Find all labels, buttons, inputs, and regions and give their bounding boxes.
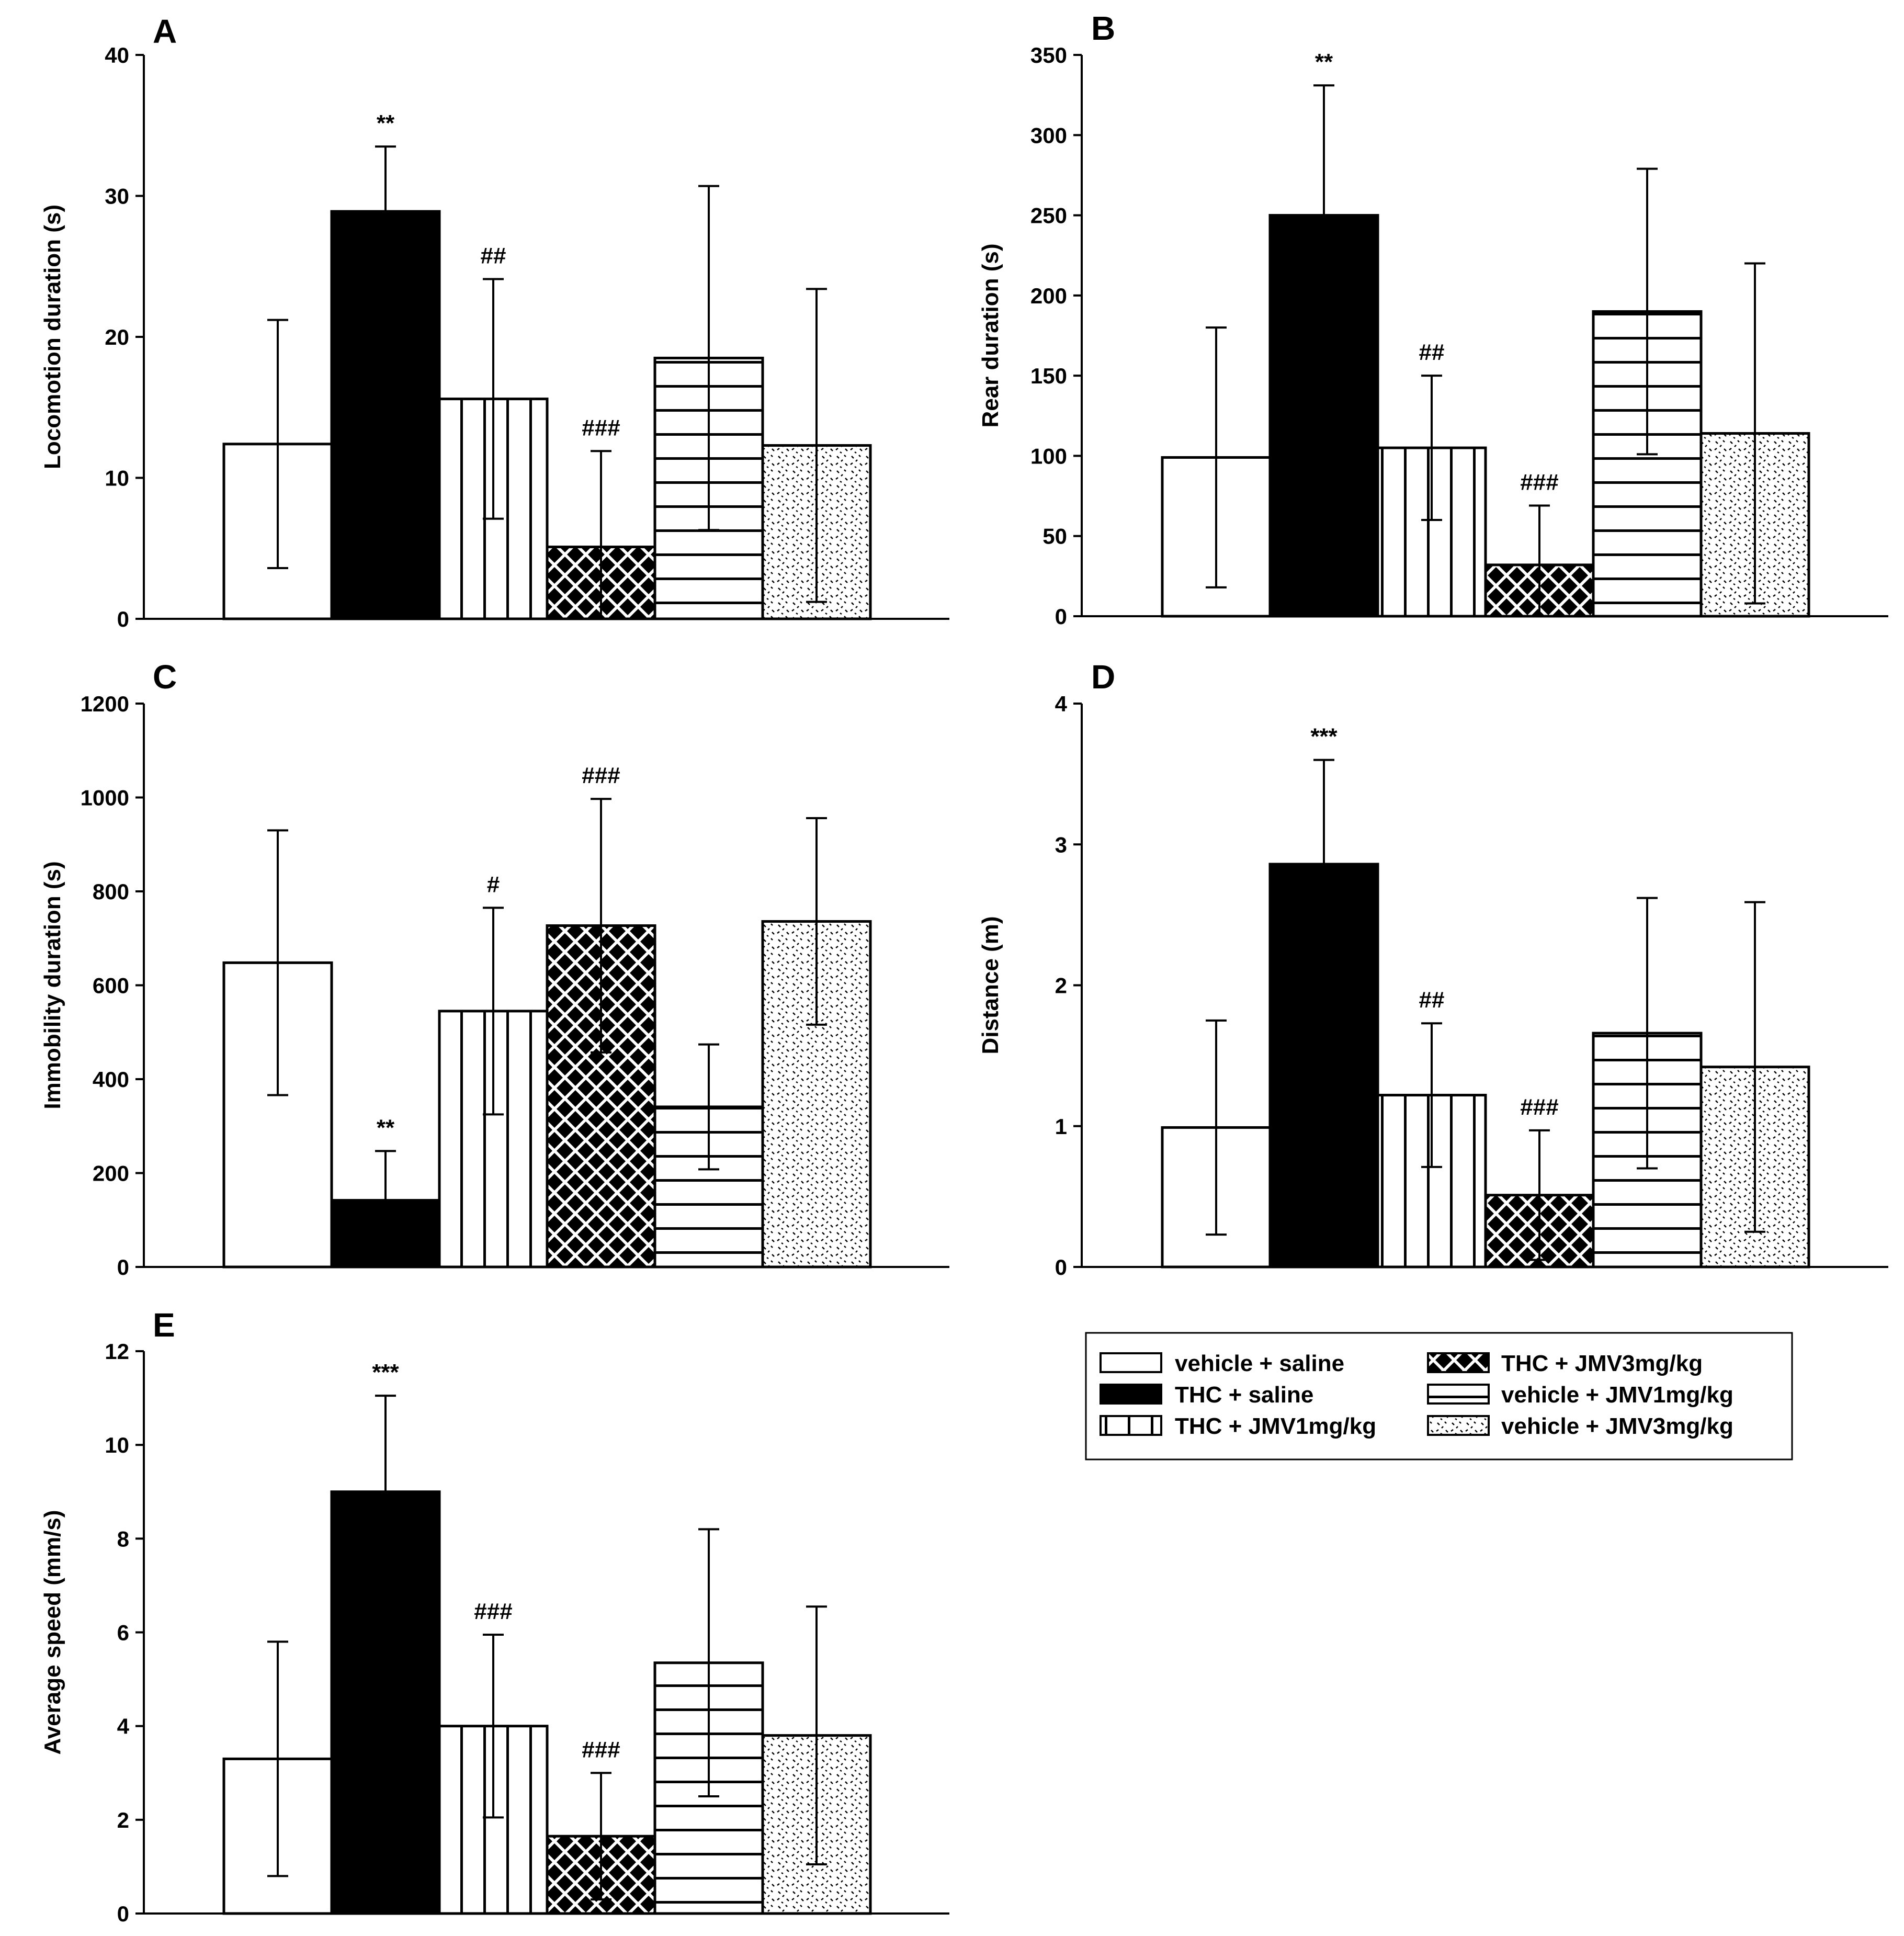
y-tick-label: 0 <box>1055 1255 1067 1280</box>
y-tick-label: 10 <box>105 466 129 491</box>
y-tick-label: 40 <box>105 43 129 67</box>
y-tick-label: 4 <box>117 1714 130 1739</box>
panel-letter: D <box>1091 658 1115 696</box>
legend-swatch <box>1427 1384 1490 1405</box>
y-tick-label: 0 <box>1055 604 1067 629</box>
y-tick-label: 150 <box>1030 364 1067 388</box>
panel-e: E 0 2 4 6 8 10 12 Average speed (mm/s) *** ### ### <box>40 1306 949 1926</box>
legend-swatch <box>1100 1384 1162 1405</box>
y-tick-label: 400 <box>93 1067 129 1092</box>
y-tick-label: 12 <box>105 1339 129 1364</box>
y-tick-label: 20 <box>105 325 129 349</box>
legend-label: vehicle + JMV3mg/kg <box>1501 1413 1733 1439</box>
y-tick-label: 0 <box>117 1255 129 1280</box>
y-tick-label: 1000 <box>81 786 129 810</box>
y-tick-label: 350 <box>1030 43 1067 67</box>
significance-label: ### <box>1520 1094 1558 1120</box>
panel-b: B 0 50 100 150 200 250 300 350 Rear duration (s)… <box>978 9 1888 629</box>
y-tick-label: 800 <box>93 879 129 904</box>
y-tick-label: 300 <box>1030 123 1067 148</box>
significance-label: *** <box>1310 724 1338 750</box>
y-tick-label: 0 <box>117 1901 129 1926</box>
significance-label: ** <box>377 1115 395 1140</box>
y-tick-label: 2 <box>1055 973 1067 998</box>
y-tick-label: 2 <box>117 1808 129 1832</box>
panel-c: C 0 200 400 600 800 1000 1200 Immobility durati… <box>40 658 949 1280</box>
y-tick-label: 1 <box>1055 1114 1067 1139</box>
legend-label: THC + saline <box>1175 1382 1313 1408</box>
significance-label: ** <box>1315 49 1333 75</box>
legend-swatch <box>1427 1352 1490 1373</box>
y-tick-label: 100 <box>1030 444 1067 468</box>
panel-letter: B <box>1091 9 1115 47</box>
y-tick-label: 200 <box>93 1161 129 1186</box>
y-tick-label: 200 <box>1030 284 1067 308</box>
y-tick-label: 1200 <box>81 692 129 716</box>
significance-label: ### <box>582 763 620 788</box>
significance-label: *** <box>372 1360 399 1385</box>
significance-label: ### <box>582 415 620 440</box>
y-axis-label: Average speed (mm/s) <box>40 1510 65 1755</box>
panel-letter: E <box>153 1306 175 1344</box>
y-tick-label: 3 <box>1055 832 1067 857</box>
y-tick-label: 8 <box>117 1526 129 1551</box>
legend-swatch <box>1100 1415 1162 1436</box>
y-tick-label: 30 <box>105 184 129 209</box>
legend-swatch <box>1100 1352 1162 1373</box>
legend-label: THC + JMV3mg/kg <box>1501 1351 1703 1376</box>
significance-label: ** <box>377 110 395 136</box>
y-axis-label: Immobility duration (s) <box>40 861 65 1109</box>
y-tick-label: 4 <box>1055 692 1068 716</box>
y-tick-label: 250 <box>1030 203 1067 228</box>
significance-label: ## <box>481 243 506 269</box>
y-tick-label: 10 <box>105 1433 129 1457</box>
significance-label: # <box>487 871 500 897</box>
significance-label: ### <box>582 1737 620 1762</box>
y-axis-label: Distance (m) <box>978 916 1003 1054</box>
y-tick-label: 6 <box>117 1621 129 1645</box>
y-axis-label: Locomotion duration (s) <box>40 205 65 469</box>
bar <box>1699 1066 1810 1269</box>
legend: vehicle + saline THC + saline THC + JMV1mg… <box>1085 1332 1793 1461</box>
panel-letter: C <box>153 658 177 696</box>
y-tick-label: 600 <box>93 973 129 998</box>
significance-label: ### <box>474 1599 512 1624</box>
bar <box>330 210 441 620</box>
significance-label: ### <box>1520 469 1558 495</box>
legend-swatch <box>1427 1415 1490 1436</box>
legend-label: vehicle + saline <box>1175 1351 1344 1376</box>
panel-letter: A <box>153 13 177 50</box>
significance-label: ## <box>1419 339 1445 365</box>
y-tick-label: 0 <box>117 607 129 631</box>
y-axis-label: Rear duration (s) <box>978 243 1003 427</box>
legend-label: vehicle + JMV1mg/kg <box>1501 1382 1733 1408</box>
y-tick-label: 50 <box>1042 524 1067 549</box>
legend-label: THC + JMV1mg/kg <box>1175 1413 1376 1439</box>
significance-label: ## <box>1419 987 1445 1013</box>
